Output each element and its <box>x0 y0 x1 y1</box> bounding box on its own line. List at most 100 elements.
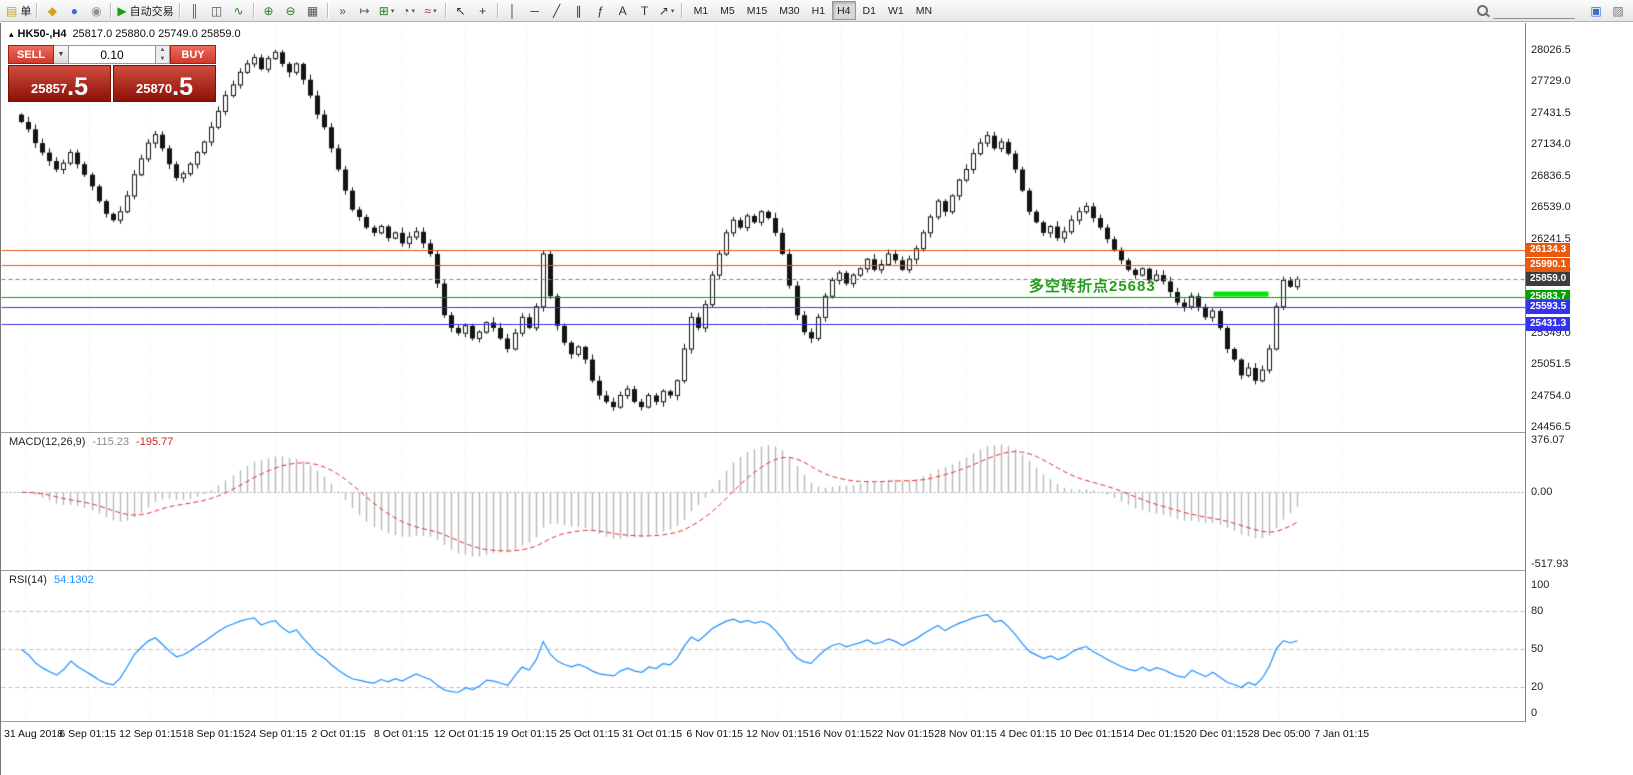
timeframe-mn[interactable]: MN <box>915 4 933 17</box>
rsi-axis-label: 0 <box>1531 707 1538 719</box>
gold-icon: ◆ <box>47 3 57 18</box>
candlestick-chart-icon: ◫ <box>210 3 223 18</box>
volume-input[interactable] <box>69 45 156 64</box>
layout-icon: ▨ <box>1612 3 1624 18</box>
rsi-canvas[interactable] <box>1 571 1525 721</box>
time-axis-label: 10 Dec 01:15 <box>1059 728 1123 740</box>
price-axis-label: 27729.0 <box>1531 75 1571 88</box>
cursor-icon: ↖ <box>455 3 466 18</box>
sell-button[interactable]: SELL <box>8 45 54 64</box>
autotrade-button[interactable]: ▶ 自动交易 <box>115 2 175 20</box>
time-axis-label: 6 Nov 01:15 <box>686 728 743 740</box>
timeframe-d1[interactable]: D1 <box>862 4 876 17</box>
chart-symbol: HK50-,H4 <box>17 28 67 40</box>
periods-button-caret-icon: ▾ <box>411 7 415 15</box>
text-icon: A <box>618 3 627 18</box>
time-axis-label: 28 Dec 05:00 <box>1247 728 1311 740</box>
timeframe-m1[interactable]: M1 <box>693 4 709 17</box>
line-chart-button[interactable]: ∿ <box>228 2 250 20</box>
indicators-button[interactable]: ≈ ▾ <box>420 2 442 20</box>
time-axis-label: 25 Oct 01:15 <box>559 728 620 740</box>
timeframe-w1[interactable]: W1 <box>887 4 904 17</box>
channel-button[interactable]: ∥ <box>568 2 590 20</box>
auto-scroll-button[interactable]: » <box>332 2 354 20</box>
rsi-axis-label: 50 <box>1531 643 1544 655</box>
macd-canvas[interactable] <box>1 433 1525 570</box>
price-axis-label: 28026.5 <box>1531 44 1571 57</box>
vertical-line-button[interactable]: │ <box>502 2 524 20</box>
sell-price-button[interactable]: 25857 .5 <box>8 65 111 102</box>
layout-button[interactable]: ▨ <box>1607 2 1629 20</box>
time-axis[interactable]: 31 Aug 2018 6 Sep 01:15 12 Sep 01:15 18 Sep… <box>1 722 1633 775</box>
horizontal-line-button[interactable]: ─ <box>524 2 546 20</box>
candle-chart-button[interactable]: ◫ <box>206 2 228 20</box>
volume-stepper[interactable]: ▲ ▼ <box>156 45 170 64</box>
periods-button[interactable]: ◔ ▾ <box>398 2 420 20</box>
timeframe-h4[interactable]: H4 <box>832 1 856 20</box>
deposit-button[interactable]: ◆ <box>41 2 63 20</box>
info-button[interactable]: ◉ <box>85 2 107 20</box>
buy-price-button[interactable]: 25870 .5 <box>113 65 216 102</box>
new-order-button[interactable]: ▤ 单 <box>4 2 33 20</box>
time-axis-label: 12 Sep 01:15 <box>119 728 182 740</box>
cursor-button[interactable]: ↖ <box>450 2 472 20</box>
crosshair-button[interactable]: + <box>472 2 494 20</box>
price-axis-label: 26241.5 <box>1531 232 1571 245</box>
macd-signal-value: -195.77 <box>136 436 174 448</box>
panel-splitter[interactable] <box>1 570 1633 571</box>
buy-button[interactable]: BUY <box>170 45 216 64</box>
one-click-trading-panel: SELL ▼ ▲ ▼ BUY 25857 .5 25870 .5 <box>8 45 216 102</box>
volume-dropdown-button[interactable]: ▼ <box>54 45 69 64</box>
search-input[interactable] <box>1493 2 1575 19</box>
chart-annotation-text[interactable]: 多空转折点25683 <box>1029 278 1156 295</box>
arrows-button[interactable]: ↗ ▾ <box>656 2 678 20</box>
bar-chart-icon: ║ <box>190 3 199 18</box>
price-axis[interactable]: 28026.5 27729.0 27431.5 27134.0 26836.5 26539… <box>1525 23 1633 722</box>
label-button[interactable]: T <box>634 2 656 20</box>
macd-axis-label: 0.00 <box>1531 485 1553 498</box>
price-axis-label: 24754.0 <box>1531 389 1571 402</box>
chevron-down-icon: ▼ <box>57 51 65 58</box>
tile-windows-button[interactable]: ▦ <box>302 2 324 20</box>
buy-price-pips: .5 <box>172 73 193 101</box>
trendline-button[interactable]: ╱ <box>546 2 568 20</box>
text-button[interactable]: A <box>612 2 634 20</box>
toolbar-separator <box>444 3 447 18</box>
clock-icon: ◔ <box>402 3 410 18</box>
time-axis-label: 6 Sep 01:15 <box>59 728 117 740</box>
toolbar-groups: ▤ 单 ◆ ● ◉ ▶ 自动交易 ║ ◫ ∿ ⊕ ⊖ ▦» ↦ ⊞ ▾ ◔ ▾ ≈ ▾ ↖ + │ ─ ╱ ∥ ƒ A T ↗ ▾ M1 M5 M… <box>4 0 938 21</box>
search-panel-button[interactable]: ▣ <box>1585 2 1607 20</box>
timeframe-m30[interactable]: M30 <box>779 4 800 17</box>
market-watch-button[interactable]: ● <box>63 2 85 20</box>
auto-scroll-icon: » <box>339 3 346 18</box>
price-tag: 26134.3 <box>1526 242 1571 257</box>
timeframe-m5[interactable]: M5 <box>720 4 735 17</box>
timeframe-m15[interactable]: M15 <box>746 4 768 17</box>
price-tag: 25431.3 <box>1526 317 1571 332</box>
fibonacci-button[interactable]: ƒ <box>590 2 612 20</box>
new-chart-button[interactable]: ⊞ ▾ <box>376 2 398 20</box>
zoom-in-icon: ⊕ <box>263 3 274 18</box>
macd-indicator-label: MACD(12,26,9) -115.23 -195.77 <box>9 436 177 448</box>
search-box <box>1477 2 1575 19</box>
price-tag: 25990.1 <box>1526 258 1571 273</box>
panel-splitter[interactable] <box>1 432 1633 433</box>
one-click-toggle-icon[interactable]: ▴ <box>9 29 14 39</box>
bar-chart-button[interactable]: ║ <box>184 2 206 20</box>
time-axis-label: 18 Sep 01:15 <box>181 728 245 740</box>
rsi-axis-label: 80 <box>1531 604 1544 617</box>
sell-price-pips: .5 <box>67 73 88 101</box>
main-chart-canvas[interactable] <box>1 23 1525 432</box>
fibonacci-icon: ƒ <box>597 3 604 18</box>
label-icon: T <box>640 3 649 18</box>
macd-axis-label: 376.07 <box>1531 433 1565 446</box>
zoom-out-button[interactable]: ⊖ <box>280 2 302 20</box>
zoom-in-button[interactable]: ⊕ <box>258 2 280 20</box>
stepper-down-icon[interactable]: ▼ <box>159 55 166 62</box>
toolbar-right-icons: ▣ ▨ <box>1585 2 1629 20</box>
stepper-up-icon[interactable]: ▲ <box>159 47 166 54</box>
timeframe-h1[interactable]: H1 <box>811 4 826 17</box>
toolbar: ▤ 单 ◆ ● ◉ ▶ 自动交易 ║ ◫ ∿ ⊕ ⊖ ▦» ↦ ⊞ ▾ ◔ ▾ ≈ ▾ ↖ + │ ─ ╱ ∥ ƒ A T ↗ ▾ M1 M5 M… <box>0 0 1633 22</box>
time-axis-label: 14 Dec 01:15 <box>1122 728 1185 740</box>
chart-shift-button[interactable]: ↦ <box>354 2 376 20</box>
